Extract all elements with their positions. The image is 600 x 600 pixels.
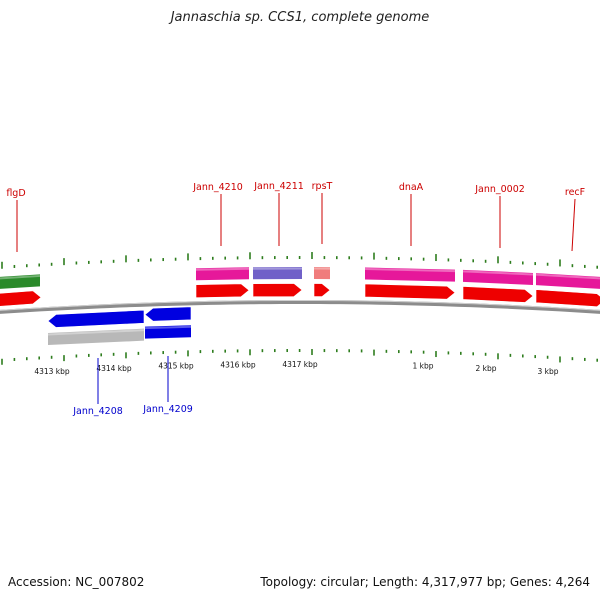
gene-label-jann_0002: Jann_0002 — [474, 184, 525, 195]
tick-label: 2 kbp — [475, 364, 496, 373]
tick-label: 1 kbp — [412, 362, 433, 371]
accession-text: Accession: NC_007802 — [8, 575, 145, 589]
gene-label-jann_4209: Jann_4209 — [142, 404, 193, 415]
cds-arrow-rpst — [313, 283, 331, 297]
gene-bar-jann_4208 — [48, 328, 144, 345]
gene-bar-jann_4211 — [253, 267, 302, 280]
gene-labels: flgD Jann_4210 Jann_4211 rpsT dnaA Jann_0002 r… — [6, 181, 585, 417]
tick-row-bottom — [1, 349, 599, 365]
gene-bar-rpst — [314, 267, 330, 280]
gene-label-jann_4211: Jann_4211 — [253, 181, 304, 192]
genome-backbone — [0, 299, 600, 314]
cds-arrow-recf — [535, 289, 600, 308]
gene-bar-dnaa — [365, 267, 455, 282]
tick-label: 3 kbp — [537, 367, 558, 376]
cds-arrow-jann_4210 — [195, 283, 250, 298]
tick-label: 4314 kbp — [96, 364, 132, 373]
tick-label: 4315 kbp — [158, 362, 194, 371]
tick-label: 4317 kbp — [282, 360, 318, 369]
feature-tracks — [0, 267, 600, 345]
gene-bar-recf — [536, 273, 600, 289]
gene-label-rpst: rpsT — [312, 181, 333, 192]
backbone-highlight — [0, 299, 600, 311]
gene-label-dnaa: dnaA — [399, 182, 424, 193]
genome-stats-text: Topology: circular; Length: 4,317,977 bp… — [260, 575, 590, 589]
cds-arrow-jann_4211 — [252, 283, 303, 298]
gene-label-jann_4208: Jann_4208 — [72, 406, 123, 417]
label-leader — [571, 198, 576, 252]
cds-arrow-jann_4209 — [144, 306, 192, 322]
gene-bar-jann_0002 — [463, 269, 533, 285]
gene-bar-flgd — [0, 274, 40, 289]
map-title: Jannaschia sp. CCS1, complete genome — [170, 10, 430, 25]
tick-label: 4313 kbp — [34, 367, 70, 376]
gene-label-recf: recF — [565, 187, 585, 198]
tick-labels: 4313 kbp 4314 kbp 4315 kbp 4316 kbp 4317 kbp… — [34, 360, 558, 376]
cds-arrow-jann_4208 — [47, 309, 145, 328]
cds-arrow-flgd — [0, 290, 42, 307]
tick-row-top — [1, 252, 599, 269]
cds-arrow-jann_0002 — [462, 286, 534, 303]
gene-bar-jann_4209 — [145, 325, 191, 339]
gene-label-flgd: flgD — [6, 188, 25, 199]
gene-label-jann_4210: Jann_4210 — [192, 182, 243, 193]
tick-label: 4316 kbp — [220, 360, 256, 369]
gene-bar-jann_4210 — [196, 267, 249, 281]
cds-arrow-dnaa — [364, 283, 456, 300]
